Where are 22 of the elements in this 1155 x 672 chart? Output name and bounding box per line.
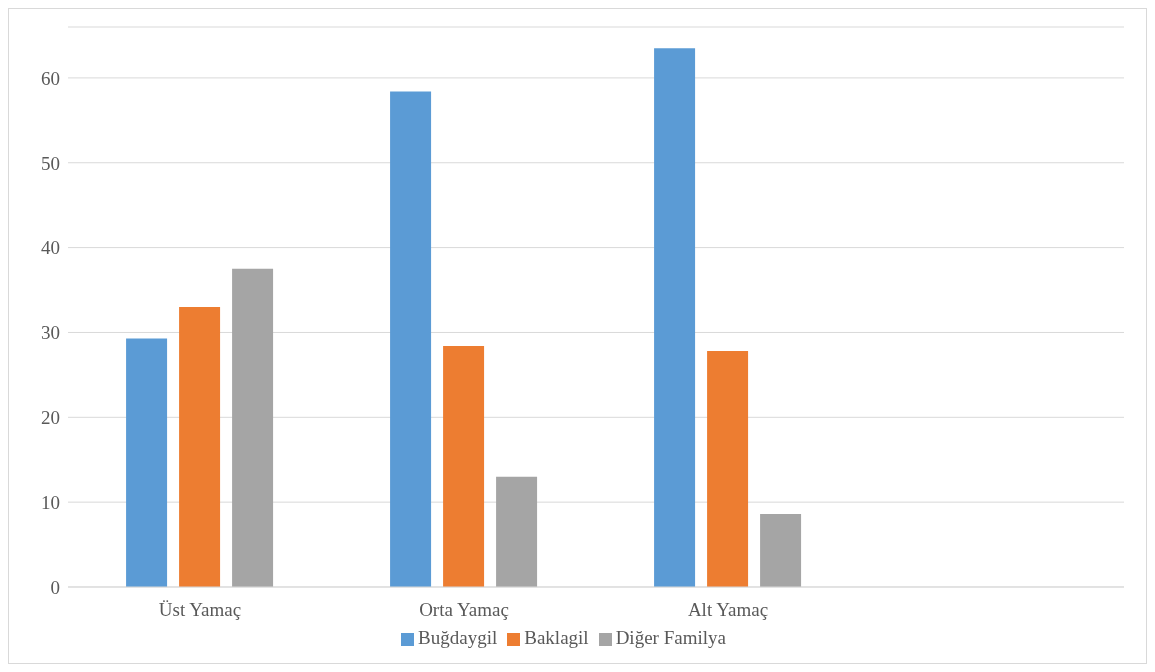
x-tick-label: Alt Yamaç	[687, 599, 769, 621]
bar	[232, 268, 274, 587]
legend-label: Diğer Familya	[615, 627, 726, 648]
y-tick-label: 20	[41, 407, 60, 429]
bar	[443, 346, 485, 587]
bar	[760, 514, 802, 587]
bar	[390, 91, 432, 587]
legend-label: Buğdaygil	[418, 627, 498, 648]
bar	[654, 48, 696, 587]
bar	[179, 307, 221, 587]
legend-label: Baklagil	[524, 627, 589, 648]
x-tick-label: Orta Yamaç	[419, 599, 509, 621]
y-tick-label: 0	[50, 576, 60, 598]
y-tick-label: 60	[41, 67, 60, 89]
bar	[496, 476, 538, 587]
y-tick-label: 50	[41, 152, 60, 174]
bar	[707, 351, 749, 587]
y-tick-label: 30	[41, 322, 60, 344]
y-tick-label: 10	[41, 491, 60, 513]
bar	[126, 338, 168, 587]
x-tick-label: Üst Yamaç	[158, 599, 242, 621]
y-tick-label: 40	[41, 237, 60, 259]
